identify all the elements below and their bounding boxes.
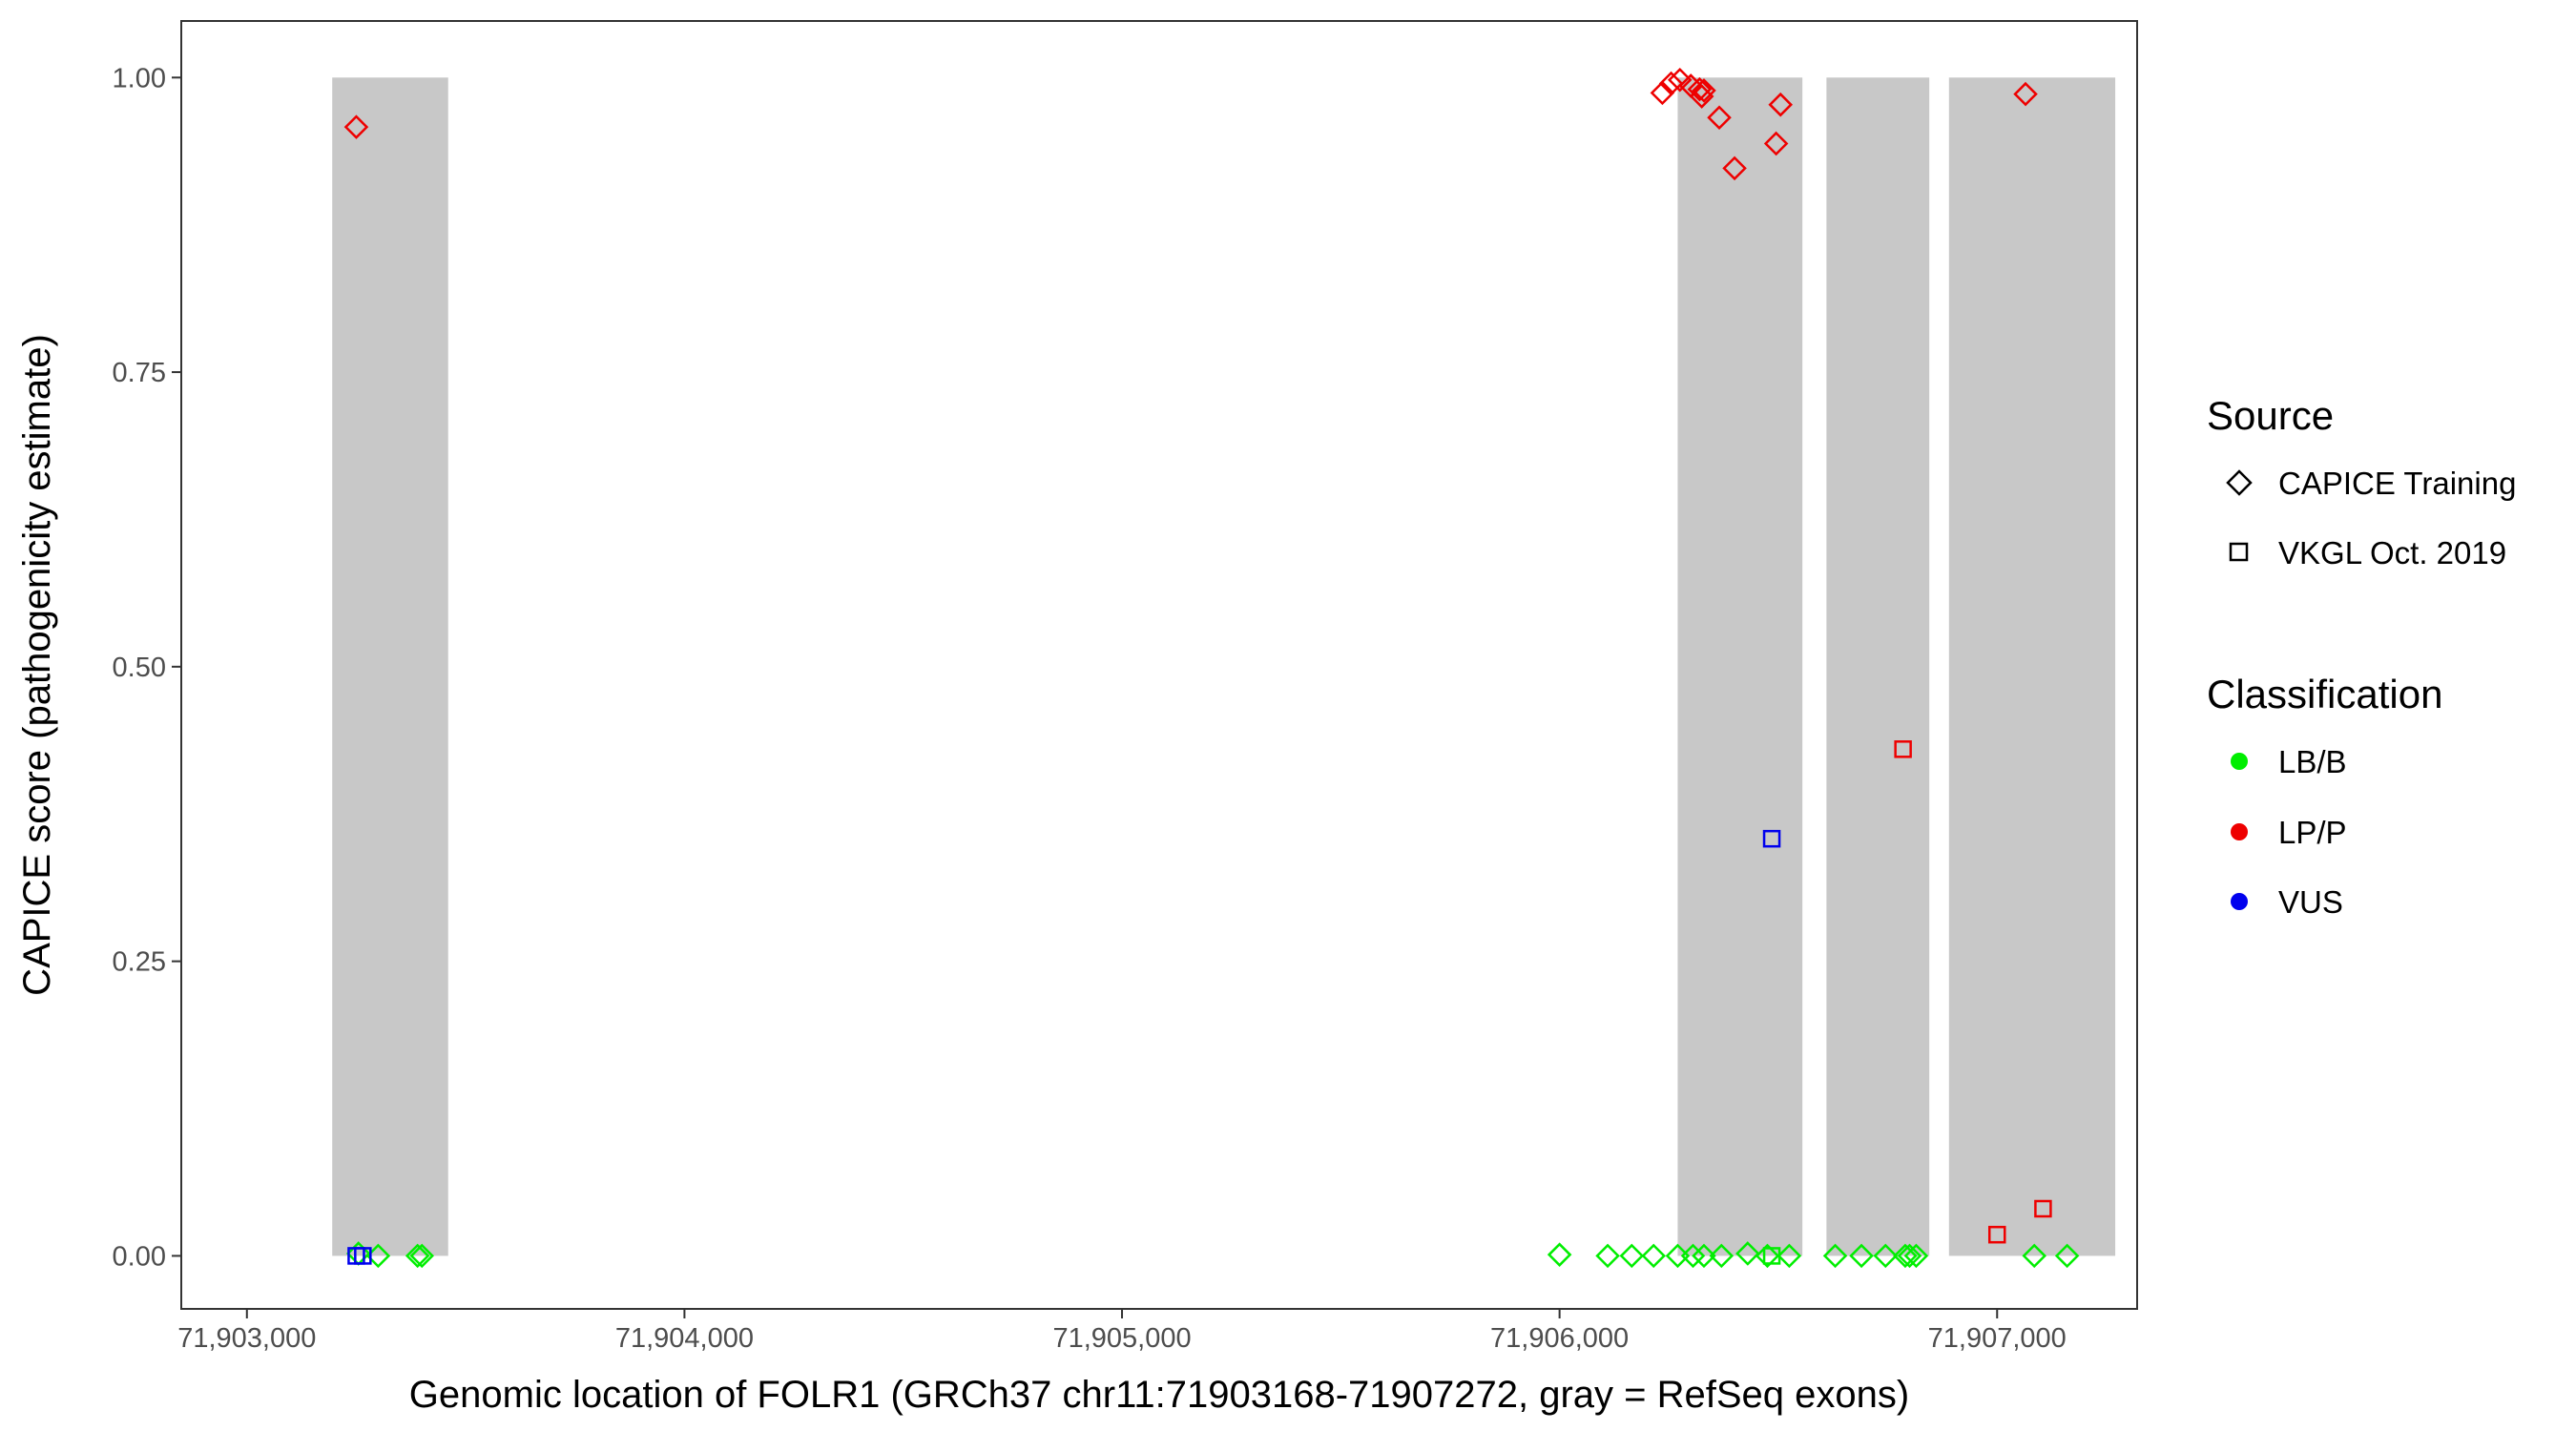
legend-title-source: Source — [2207, 393, 2334, 438]
x-tick-label: 71,907,000 — [1928, 1323, 2067, 1354]
point-diamond — [2013, 81, 2038, 107]
point-square — [1894, 740, 1912, 758]
legend-label-vkgl: VKGL Oct. 2019 — [2278, 535, 2506, 570]
legend-title-classification: Classification — [2207, 672, 2442, 716]
point-diamond — [1692, 78, 1716, 103]
point-diamond — [409, 1243, 435, 1269]
exon-band-4 — [1948, 77, 2116, 1256]
point-diamond — [405, 1243, 430, 1269]
point-square — [1987, 1225, 2006, 1244]
exon-band-1 — [332, 77, 448, 1256]
legend-label-lbb: LB/B — [2278, 744, 2347, 779]
point-diamond — [1755, 1243, 1780, 1269]
point-diamond — [1873, 1243, 1899, 1269]
point-diamond — [1722, 156, 1747, 181]
x-tick-label: 71,904,000 — [615, 1323, 754, 1354]
point-diamond — [1707, 105, 1732, 131]
y-tick-label: 0.00 — [113, 1241, 166, 1272]
exon-band-3 — [1826, 77, 1930, 1256]
point-diamond — [1893, 1243, 1918, 1269]
point-diamond — [1822, 1243, 1848, 1269]
point-diamond — [343, 114, 369, 139]
point-diamond — [1650, 80, 1675, 106]
y-axis-ticks: 0.00 0.25 0.50 0.75 1.00 — [113, 63, 181, 1272]
point-square — [354, 1247, 372, 1265]
x-tick-label: 71,903,000 — [177, 1323, 316, 1354]
point-diamond — [2054, 1243, 2080, 1269]
point-diamond — [1641, 1243, 1667, 1269]
exon-bands — [332, 77, 2116, 1256]
y-axis-title: CAPICE score (pathogenicity estimate) — [16, 334, 58, 996]
exon-band-2 — [1677, 77, 1803, 1256]
point-square — [1762, 1247, 1781, 1265]
legend-label-lpp: LP/P — [2278, 815, 2347, 850]
point-diamond — [1680, 1243, 1706, 1269]
legend-key-square — [2229, 542, 2249, 562]
y-tick-label: 1.00 — [113, 63, 166, 93]
x-axis-title: Genomic location of FOLR1 (GRCh37 chr11:… — [409, 1374, 1909, 1416]
legend-key-lbb — [2231, 753, 2248, 770]
point-diamond — [1595, 1243, 1620, 1269]
legend: Source CAPICE Training VKGL Oct. 2019 Cl… — [2207, 393, 2516, 920]
point-diamond — [1687, 76, 1713, 102]
point-diamond — [1768, 92, 1793, 117]
point-diamond — [1619, 1243, 1645, 1269]
point-diamond — [1897, 1243, 1922, 1269]
x-tick-label: 71,906,000 — [1490, 1323, 1629, 1354]
point-diamond — [1547, 1242, 1572, 1267]
data-points — [343, 67, 2080, 1269]
point-diamond — [1658, 71, 1684, 96]
legend-label-capice-training: CAPICE Training — [2278, 466, 2516, 501]
y-tick-label: 0.25 — [113, 947, 166, 978]
point-diamond — [2022, 1243, 2046, 1269]
point-diamond — [1667, 67, 1693, 93]
point-diamond — [1709, 1243, 1735, 1269]
plot-panel-border — [180, 20, 2138, 1310]
point-diamond — [1849, 1243, 1874, 1269]
legend-key-diamond — [2226, 469, 2253, 496]
legend-key-lpp — [2231, 823, 2248, 840]
point-diamond — [1692, 1243, 1716, 1269]
point-square — [2034, 1199, 2052, 1218]
x-axis-ticks: 71,903,000 71,904,000 71,905,000 71,906,000… — [177, 1309, 2067, 1354]
legend-key-vus — [2231, 893, 2248, 910]
y-tick-label: 0.50 — [113, 653, 166, 683]
point-diamond — [1735, 1241, 1760, 1266]
point-diamond — [1776, 1243, 1802, 1269]
point-diamond — [1763, 131, 1789, 156]
y-tick-label: 0.75 — [113, 358, 166, 388]
point-square — [1762, 829, 1781, 848]
legend-label-vus: VUS — [2278, 884, 2343, 920]
point-diamond — [1903, 1243, 1929, 1269]
x-tick-label: 71,905,000 — [1052, 1323, 1191, 1354]
